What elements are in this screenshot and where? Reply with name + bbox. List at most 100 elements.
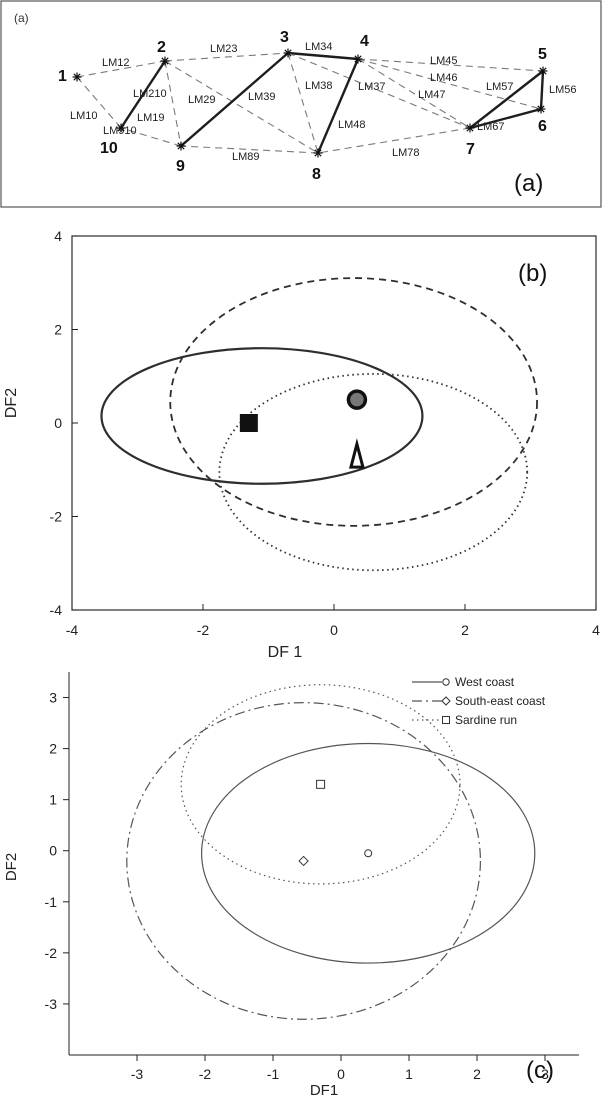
panel-a-edge-5-7 <box>469 70 544 129</box>
panel-a-node-star-d2-10 <box>117 124 125 132</box>
panel-a-edge-7-8 <box>317 127 471 154</box>
panel-c: -3 -2 -1 0 1 2 3 -3 -2 -1 0 1 2 3 West coast South-eas… <box>0 670 602 1101</box>
panel-a-edge-4-6 <box>357 58 542 110</box>
panel-a-node-label-3: 3 <box>280 29 289 46</box>
panel-a-edge-3-4 <box>287 51 359 61</box>
panel-a-edge-label-10: LM45 <box>430 55 458 67</box>
panel-c-y-tick-label-2: -1 <box>45 894 58 910</box>
panel-a-edge-label-18: LM89 <box>232 151 260 163</box>
panel-a-node-star-d2-4 <box>354 55 362 63</box>
panel-a-small-label: (a) <box>14 11 29 25</box>
panel-a-edge-6-7 <box>469 107 542 130</box>
panel-a-edge-8-9 <box>180 145 319 154</box>
df-ellipse-chart-c: -3 -2 -1 0 1 2 3 -3 -2 -1 0 1 2 3 West coast South-eas… <box>3 672 579 1099</box>
panel-a-node-2 <box>160 56 170 66</box>
panel-c-points <box>298 779 373 867</box>
panel-b-y-tick-label-1: -2 <box>50 509 63 525</box>
panel-a-node-9 <box>176 141 186 151</box>
panel-a-edge-4-5 <box>357 58 544 72</box>
panel-a-edges: LM12 LM10 LM23 LM210 LM29 LM19 LM34 LM39 LM38 LM3… <box>70 41 577 163</box>
panel-b-point-triangle <box>348 438 365 469</box>
panel-b-x-tick-label-3: 2 <box>461 622 469 638</box>
panel-a-edge-label-14: LM56 <box>549 84 577 96</box>
panel-a-edge-label-13: LM48 <box>338 119 366 131</box>
panel-b-ellipse-0 <box>100 347 424 485</box>
panel-a-node-label-4: 4 <box>360 33 369 50</box>
panel-a-node-label-9: 9 <box>176 158 185 175</box>
panel-c-x-tick-label-6: 3 <box>541 1066 549 1082</box>
panel-a-node-star-d2-5 <box>539 67 547 75</box>
panel-a-edge-label-6: LM34 <box>305 41 333 53</box>
panel-a-node-star-d2-8 <box>314 149 322 157</box>
panel-b-point-circle <box>346 389 368 410</box>
panel-c-legend: West coast South-east coast Sardine run <box>412 675 546 727</box>
panel-a-edge-3-8 <box>287 52 319 154</box>
panel-a-edge-5-6 <box>539 70 545 110</box>
panel-b-y-tick-label-2: 0 <box>54 415 62 431</box>
panel-b-ellipses <box>100 277 538 572</box>
panel-a-node-label-2: 2 <box>157 39 166 56</box>
panel-a-edge-label-19: LM910 <box>103 125 137 137</box>
panel-b-label: (b) <box>518 260 547 287</box>
panel-a-edge-label-2: LM23 <box>210 43 238 55</box>
panel-a-edge-label-3: LM210 <box>133 88 167 100</box>
panel-b-plot-frame <box>71 235 597 611</box>
panel-c-ellipse-0 <box>201 742 536 964</box>
panel-b-x-tick-label-2: 0 <box>330 622 338 638</box>
panel-a-label: (a) <box>514 170 543 197</box>
panel-a-edge-label-7: LM39 <box>248 91 276 103</box>
panel-a-node-star-d2-3 <box>284 49 292 57</box>
panel-c-y-tick-label-6: 3 <box>49 690 57 706</box>
panel-c-legend-label-2: Sardine run <box>455 713 517 727</box>
panel-b-y-label: DF2 <box>3 388 20 418</box>
panel-a-edge-3-7 <box>287 52 471 129</box>
panel-c-y-tick-label-0: -3 <box>45 996 58 1012</box>
panel-c-axis-group: -3 -2 -1 0 1 2 3 -3 -2 -1 0 1 2 3 <box>45 672 579 1082</box>
panel-b-ellipse-1 <box>169 277 538 527</box>
panel-c-x-label: DF1 <box>310 1082 338 1099</box>
panel-c-ellipse-2 <box>180 684 461 885</box>
panel-a-node-star-d2-2 <box>161 57 169 65</box>
panel-a-node-8 <box>313 148 323 158</box>
panel-c-point-square <box>316 779 326 789</box>
panel-a-node-star-d2-7 <box>466 124 474 132</box>
panel-a-edge-label-11: LM46 <box>430 72 458 84</box>
panel-b-point-square <box>239 414 258 432</box>
panel-a-node-label-10: 10 <box>100 140 118 157</box>
panel-c-legend-label-1: South-east coast <box>455 694 546 708</box>
panel-a-node-label-7: 7 <box>466 141 475 158</box>
panel-a-node-10 <box>116 123 126 133</box>
panel-a-edge-2-8 <box>164 60 319 154</box>
panel-c-ellipses <box>126 684 536 1020</box>
panel-a: (a) (a) LM12 LM10 LM23 LM210 LM29 LM19 LM34 LM3… <box>0 0 602 212</box>
panel-c-x-tick-label-4: 1 <box>405 1066 413 1082</box>
panel-a-edge-label-17: LM78 <box>392 147 420 159</box>
panel-a-edge-4-8 <box>316 58 360 154</box>
panel-b-y-tick-label-3: 2 <box>54 322 62 338</box>
panel-a-edge-2-9 <box>164 60 182 147</box>
panel-c-point-circle <box>364 849 373 858</box>
panel-c-legend-marker-2 <box>442 716 450 724</box>
panel-c-y-tick-label-1: -2 <box>45 945 58 961</box>
panel-b: -4 -2 0 2 4 -4 -2 0 2 4 (b) DF 1 DF2 <box>0 212 602 670</box>
panel-b-y-tick-label-4: 4 <box>54 228 62 244</box>
panel-a-edge-label-12: LM47 <box>418 89 446 101</box>
panel-a-edge-label-0: LM12 <box>102 57 130 69</box>
panel-a-edge-label-8: LM38 <box>305 80 333 92</box>
panel-c-legend-marker-0 <box>442 678 450 686</box>
panel-a-node-label-8: 8 <box>312 166 321 183</box>
panel-a-nodes: 1 2 3 4 5 6 7 8 9 10 <box>58 29 548 183</box>
panel-a-node-4 <box>353 54 363 64</box>
panel-a-edge-3-9 <box>180 52 289 147</box>
panel-a-edge-label-16: LM67 <box>477 121 505 133</box>
panel-a-node-label-5: 5 <box>538 46 547 63</box>
panel-b-y-tick-label-0: -4 <box>50 602 63 618</box>
panel-a-edge-2-3 <box>164 52 289 62</box>
panel-c-x-tick-label-1: -2 <box>199 1066 212 1082</box>
panel-b-points <box>239 389 368 469</box>
panel-c-y-tick-label-3: 0 <box>49 843 57 859</box>
panel-a-edge-label-4: LM29 <box>188 94 216 106</box>
panel-b-x-label: DF 1 <box>268 644 303 661</box>
panel-a-edge-4-7 <box>357 58 471 129</box>
panel-a-node-3 <box>283 48 293 58</box>
